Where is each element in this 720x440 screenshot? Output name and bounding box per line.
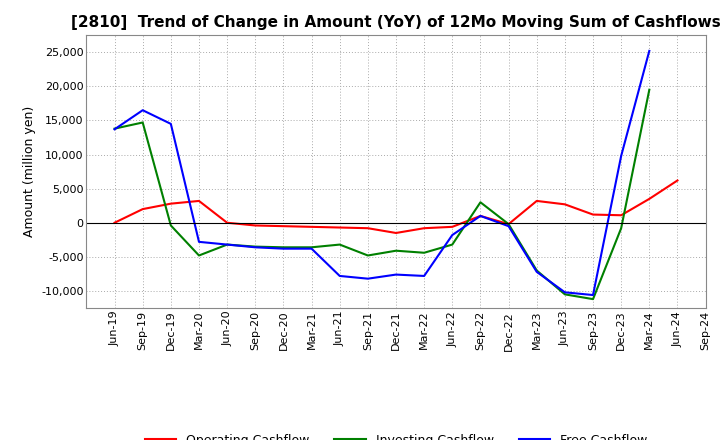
Operating Cashflow xyxy=(617,213,626,218)
Free Cashflow xyxy=(476,213,485,219)
Operating Cashflow xyxy=(448,224,456,230)
Operating Cashflow xyxy=(392,230,400,235)
Investing Cashflow xyxy=(448,242,456,247)
Operating Cashflow xyxy=(476,213,485,219)
Line: Operating Cashflow: Operating Cashflow xyxy=(114,180,678,233)
Legend: Operating Cashflow, Investing Cashflow, Free Cashflow: Operating Cashflow, Investing Cashflow, … xyxy=(140,429,652,440)
Operating Cashflow xyxy=(166,201,175,206)
Free Cashflow xyxy=(448,232,456,238)
Operating Cashflow xyxy=(364,226,372,231)
Investing Cashflow xyxy=(336,242,344,247)
Investing Cashflow xyxy=(307,245,316,250)
Investing Cashflow xyxy=(504,221,513,227)
Free Cashflow xyxy=(561,290,570,295)
Investing Cashflow xyxy=(110,126,119,131)
Free Cashflow xyxy=(504,224,513,229)
Investing Cashflow xyxy=(222,242,231,247)
Free Cashflow xyxy=(336,273,344,279)
Free Cashflow xyxy=(222,242,231,247)
Line: Free Cashflow: Free Cashflow xyxy=(114,51,649,295)
Investing Cashflow xyxy=(194,253,203,258)
Operating Cashflow xyxy=(307,224,316,230)
Free Cashflow xyxy=(532,269,541,275)
Investing Cashflow xyxy=(617,226,626,231)
Operating Cashflow xyxy=(589,212,598,217)
Investing Cashflow xyxy=(420,250,428,255)
Free Cashflow xyxy=(279,246,288,251)
Free Cashflow xyxy=(645,48,654,54)
Investing Cashflow xyxy=(251,244,260,249)
Free Cashflow xyxy=(166,121,175,127)
Operating Cashflow xyxy=(110,220,119,225)
Investing Cashflow xyxy=(645,87,654,92)
Investing Cashflow xyxy=(364,253,372,258)
Investing Cashflow xyxy=(392,248,400,253)
Free Cashflow xyxy=(420,273,428,279)
Operating Cashflow xyxy=(138,206,147,212)
Free Cashflow xyxy=(392,272,400,277)
Operating Cashflow xyxy=(645,196,654,202)
Y-axis label: Amount (million yen): Amount (million yen) xyxy=(22,106,35,237)
Operating Cashflow xyxy=(561,202,570,207)
Investing Cashflow xyxy=(532,268,541,273)
Investing Cashflow xyxy=(166,223,175,228)
Investing Cashflow xyxy=(279,245,288,250)
Operating Cashflow xyxy=(532,198,541,204)
Operating Cashflow xyxy=(420,226,428,231)
Investing Cashflow xyxy=(561,292,570,297)
Title: [2810]  Trend of Change in Amount (YoY) of 12Mo Moving Sum of Cashflows: [2810] Trend of Change in Amount (YoY) o… xyxy=(71,15,720,30)
Operating Cashflow xyxy=(336,225,344,230)
Free Cashflow xyxy=(307,246,316,251)
Operating Cashflow xyxy=(194,198,203,204)
Free Cashflow xyxy=(617,153,626,158)
Operating Cashflow xyxy=(504,221,513,227)
Free Cashflow xyxy=(589,293,598,298)
Free Cashflow xyxy=(110,127,119,132)
Investing Cashflow xyxy=(589,297,598,302)
Operating Cashflow xyxy=(251,223,260,228)
Free Cashflow xyxy=(364,276,372,281)
Operating Cashflow xyxy=(279,224,288,229)
Investing Cashflow xyxy=(476,200,485,205)
Investing Cashflow xyxy=(138,120,147,125)
Free Cashflow xyxy=(194,239,203,245)
Line: Investing Cashflow: Investing Cashflow xyxy=(114,90,649,299)
Operating Cashflow xyxy=(222,220,231,225)
Free Cashflow xyxy=(251,245,260,250)
Operating Cashflow xyxy=(673,178,682,183)
Free Cashflow xyxy=(138,107,147,113)
